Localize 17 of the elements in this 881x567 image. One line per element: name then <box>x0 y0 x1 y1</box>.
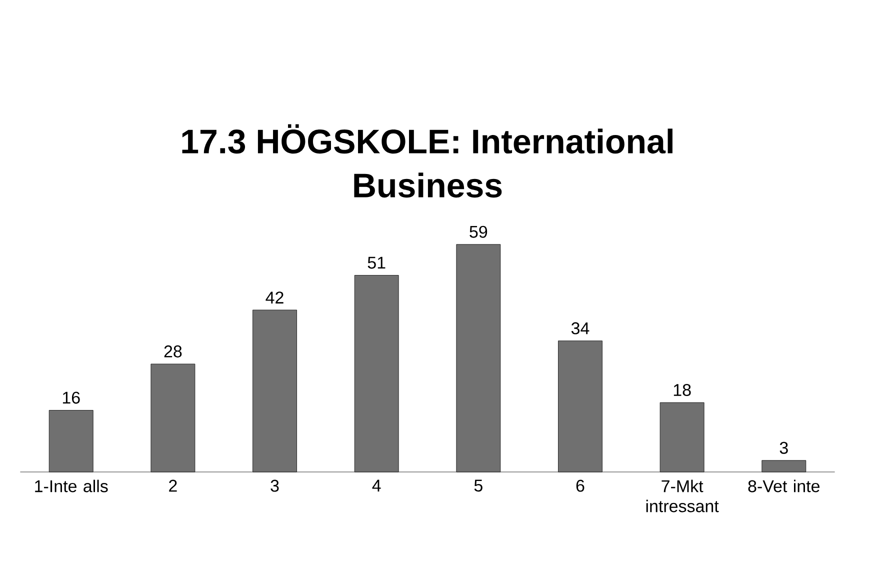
data-label: 51 <box>368 256 386 269</box>
data-label: 59 <box>470 226 488 238</box>
data-label: 34 <box>571 322 590 334</box>
x-tick-label: 6 <box>576 480 584 492</box>
x-tick-label: 1-Inte alls <box>35 480 108 492</box>
data-label: 28 <box>164 345 182 358</box>
data-label: 42 <box>266 292 284 304</box>
x-tick-label: 7-Mkt intressant <box>646 480 719 512</box>
x-tick-label: 5 <box>474 480 482 492</box>
data-label: 16 <box>62 392 80 404</box>
x-tick-label: 4 <box>372 480 381 492</box>
x-tick-label: 3 <box>270 480 279 492</box>
x-tick-label: 2 <box>169 480 177 492</box>
data-label: 18 <box>674 384 691 396</box>
x-tick-label: 8-Vet inte <box>748 480 820 492</box>
chart-title: 17.3 HÖGSKOLE: International Business <box>182 124 672 198</box>
data-label: 3 <box>780 442 788 454</box>
